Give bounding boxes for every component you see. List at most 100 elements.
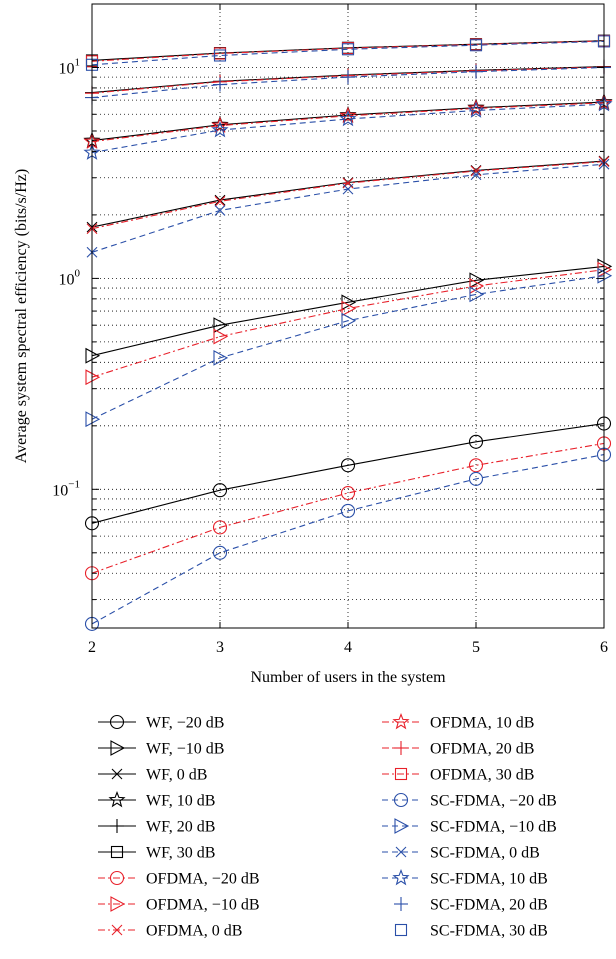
legend-marker — [109, 714, 125, 730]
x-axis-label: Number of users in the system — [250, 669, 446, 686]
legend-entry: WF, 20 dB — [146, 819, 215, 836]
data-point-marker — [211, 116, 229, 133]
data-point-marker — [214, 205, 226, 216]
series-line — [91, 275, 605, 420]
data-point-marker — [470, 165, 482, 177]
data-point-marker — [339, 109, 357, 127]
legend-marker — [394, 741, 408, 755]
data-point-marker — [467, 98, 485, 115]
data-point-marker — [470, 169, 482, 181]
series-line — [91, 66, 605, 99]
legend-entry: SC-FDMA, 20 dB — [430, 897, 548, 914]
data-point-marker — [340, 485, 356, 501]
legend-entry: SC-FDMA, 0 dB — [430, 845, 540, 862]
legend-entry: SC-FDMA, 10 dB — [430, 871, 548, 888]
legend-marker — [395, 846, 407, 858]
legend-entry: WF, 10 dB — [146, 793, 215, 810]
data-point-marker — [341, 70, 355, 85]
series-line — [91, 102, 605, 143]
data-point-marker — [468, 458, 484, 473]
legend-marker — [392, 712, 410, 730]
legend-entry: OFDMA, 20 dB — [430, 741, 534, 758]
data-point-marker — [213, 77, 227, 92]
data-point-marker — [214, 195, 226, 207]
legend-entry: OFDMA, −20 dB — [146, 871, 259, 888]
data-point-marker — [468, 434, 484, 449]
series-line — [91, 161, 605, 230]
y-tick-label: 100 — [59, 267, 81, 288]
data-point-marker — [213, 317, 229, 334]
legend-marker — [394, 767, 408, 781]
data-point-marker — [213, 349, 229, 366]
data-point-marker — [469, 39, 483, 52]
legend-entry: OFDMA, −10 dB — [146, 897, 259, 914]
y-tick-exponent: −1 — [68, 478, 80, 490]
grid — [92, 4, 604, 628]
y-tick-base: 10 — [52, 482, 68, 499]
legend-entry: WF, −20 dB — [146, 715, 224, 732]
data-point-marker — [211, 121, 229, 138]
data-point-marker — [212, 545, 228, 560]
series-line — [91, 40, 605, 62]
x-tick-label: 5 — [472, 639, 480, 656]
data-point-marker — [469, 286, 485, 303]
data-point-marker — [214, 194, 226, 206]
data-point-marker — [341, 300, 357, 317]
series-line — [91, 454, 605, 625]
legend-entry: SC-FDMA, −20 dB — [430, 793, 557, 810]
data-point-marker — [341, 43, 355, 56]
data-point-marker — [339, 105, 357, 123]
legend-entry: OFDMA, 10 dB — [430, 715, 534, 732]
data-point-marker — [469, 278, 485, 294]
data-point-marker — [342, 183, 354, 195]
legend-marker — [394, 818, 410, 834]
legend-marker — [109, 870, 125, 886]
data-point-marker — [469, 64, 483, 79]
series-line — [91, 40, 605, 66]
data-point-marker — [467, 99, 485, 116]
data-point-marker — [213, 328, 229, 345]
legend-entry: OFDMA, 0 dB — [146, 923, 242, 940]
x-tick-label: 2 — [88, 639, 96, 656]
y-tick-exponent: 0 — [75, 267, 81, 279]
legend-entry: WF, −10 dB — [146, 741, 224, 758]
x-tick-label: 6 — [600, 639, 608, 656]
series-line — [91, 101, 605, 142]
data-point-marker — [340, 458, 356, 473]
series-line — [91, 265, 605, 357]
legend-marker — [394, 897, 408, 911]
legend-marker — [111, 768, 123, 780]
x-tick-label: 4 — [344, 639, 352, 656]
data-point-marker — [339, 106, 357, 124]
data-point-marker — [213, 49, 227, 62]
series-line — [91, 269, 605, 378]
legend-marker — [110, 845, 124, 859]
legend-entry: SC-FDMA, −10 dB — [430, 819, 557, 836]
data-point-marker — [212, 520, 228, 535]
legend-entry: SC-FDMA, 30 dB — [430, 923, 548, 940]
legend-marker — [392, 868, 410, 886]
legend-marker — [394, 923, 408, 937]
legend-marker — [108, 790, 126, 808]
y-tick-label: 101 — [59, 56, 81, 77]
legend-marker — [110, 819, 124, 833]
data-point-marker — [468, 471, 484, 486]
legend: WF, −20 dB WF, −10 dB WF, 0 dB WF, 10 dB WF,… — [98, 712, 557, 940]
data-point-marker — [212, 483, 228, 498]
data-point-marker — [467, 101, 485, 118]
y-tick-exponent: 1 — [75, 56, 81, 68]
legend-entry: WF, 30 dB — [146, 845, 215, 862]
y-tick-label: 10−1 — [52, 478, 80, 499]
legend-marker — [110, 896, 126, 912]
legend-marker — [111, 924, 123, 936]
data-point-marker — [340, 503, 356, 518]
y-tick-base: 10 — [59, 60, 75, 77]
data-point-marker — [341, 312, 357, 329]
series-line — [91, 442, 605, 574]
legend-entry: WF, 0 dB — [146, 767, 207, 784]
legend-entry: OFDMA, 30 dB — [430, 767, 534, 784]
y-axis-label: Average system spectral efficiency (bits… — [13, 169, 30, 463]
series-line — [91, 423, 605, 524]
